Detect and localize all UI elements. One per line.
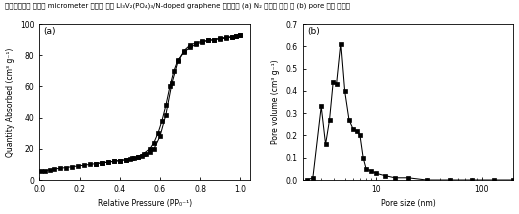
X-axis label: Pore size (nm): Pore size (nm) [380,199,435,208]
Text: 분무건조법을 이용한 micrometer 크기의 구형 Li₃V₂(PO₄)₃/N-doped graphene 복합소재 (a) N₂ 흡탈착 곡선 및 (: 분무건조법을 이용한 micrometer 크기의 구형 Li₃V₂(PO₄)₃… [5,2,350,9]
X-axis label: Relative Pressure (PP₀⁻¹): Relative Pressure (PP₀⁻¹) [98,199,192,208]
Text: (b): (b) [307,27,320,36]
Y-axis label: Pore volume (cm³ g⁻¹): Pore volume (cm³ g⁻¹) [271,60,280,144]
Text: (a): (a) [44,27,56,36]
Y-axis label: Quantity Absorbed (cm³ g⁻¹): Quantity Absorbed (cm³ g⁻¹) [6,47,15,157]
